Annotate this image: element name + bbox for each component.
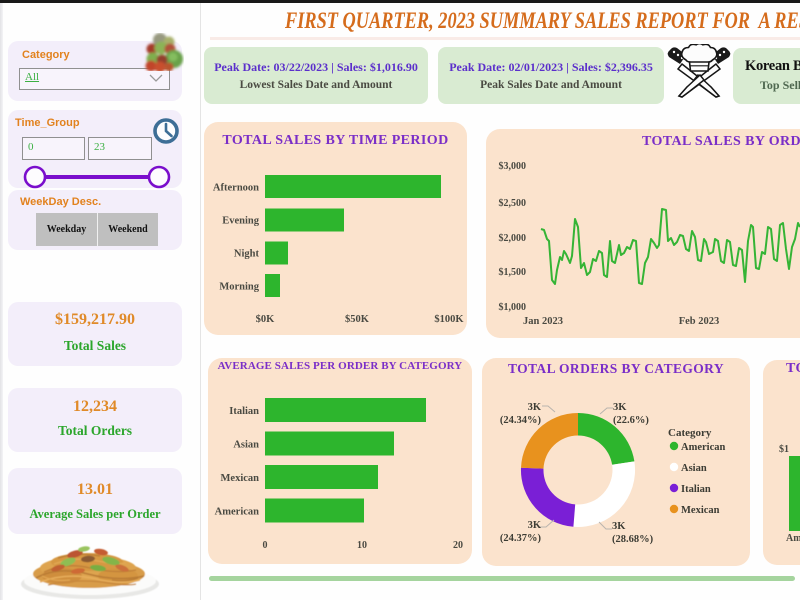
svg-text:0: 0 (263, 540, 268, 551)
svg-text:Category: Category (668, 427, 712, 439)
svg-text:$50K: $50K (345, 314, 370, 325)
svg-text:3K: 3K (528, 520, 542, 531)
svg-text:Afternoon: Afternoon (213, 183, 259, 194)
svg-text:American: American (215, 507, 259, 518)
svg-text:Italian: Italian (229, 406, 259, 417)
svg-text:10: 10 (357, 540, 367, 551)
svg-text:3K: 3K (613, 402, 627, 413)
svg-text:Night: Night (234, 249, 260, 260)
svg-text:3K: 3K (612, 521, 626, 532)
svg-text:Feb 2023: Feb 2023 (679, 316, 720, 327)
svg-text:20: 20 (453, 540, 463, 551)
svg-text:Evening: Evening (222, 216, 260, 227)
svg-text:$1,000: $1,000 (499, 302, 527, 313)
svg-text:$1,500: $1,500 (499, 267, 527, 278)
svg-text:American: American (681, 442, 725, 453)
svg-text:Mexican: Mexican (681, 505, 720, 516)
svg-text:Mexican: Mexican (221, 473, 260, 484)
svg-text:Asian: Asian (233, 440, 259, 451)
svg-text:(24.34%): (24.34%) (500, 415, 542, 426)
svg-text:(24.37%): (24.37%) (500, 533, 542, 544)
svg-text:$3,000: $3,000 (499, 161, 527, 172)
svg-text:$2,000: $2,000 (499, 233, 527, 244)
svg-text:(22.6%): (22.6%) (613, 415, 649, 426)
svg-text:$0K: $0K (256, 314, 276, 325)
svg-text:Asian: Asian (681, 463, 707, 474)
svg-text:$100K: $100K (434, 314, 464, 325)
svg-text:(28.68%): (28.68%) (612, 534, 654, 545)
svg-text:$2,500: $2,500 (499, 198, 527, 209)
svg-text:Italian: Italian (681, 484, 711, 495)
svg-text:3K: 3K (528, 402, 542, 413)
svg-text:Jan 2023: Jan 2023 (523, 316, 563, 327)
svg-text:Morning: Morning (219, 282, 259, 293)
